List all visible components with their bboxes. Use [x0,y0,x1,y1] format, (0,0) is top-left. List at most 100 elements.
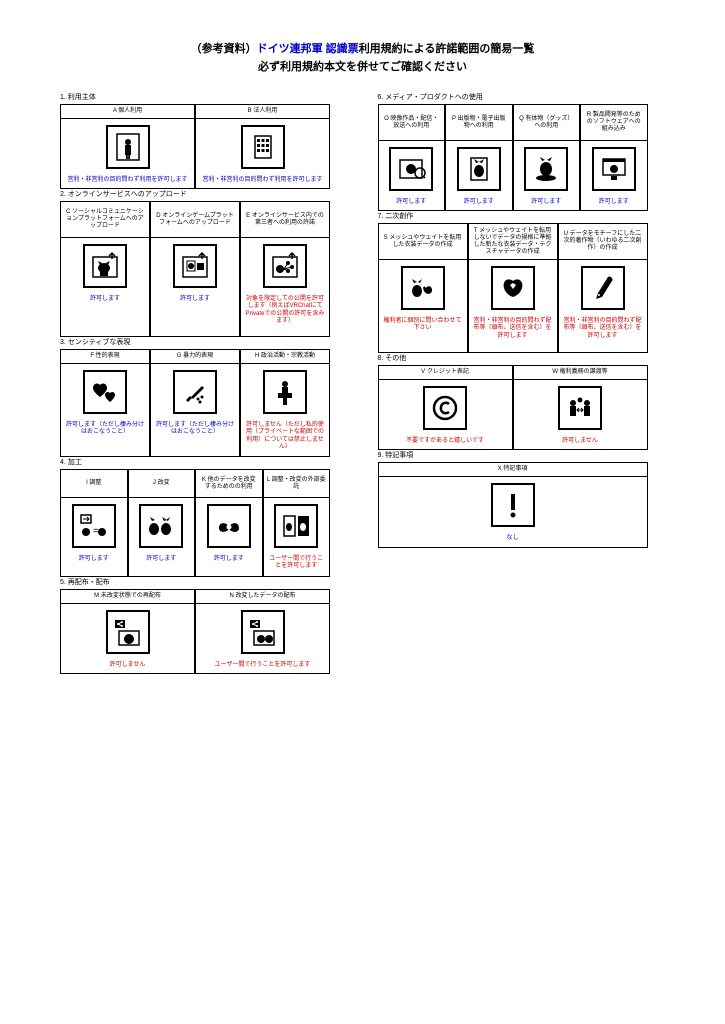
cell: E オンラインサービス内での第三者への利用の許諾対象を限定しての公開を許可します… [240,201,330,337]
person-icon [106,125,150,169]
cell: P 出版物・電子出版物への利用許可します [445,104,513,211]
cell-status: 許可します [61,294,149,336]
cell-status: 許可します（ただし棲み分けはおこなうこと） [151,420,239,456]
cell-header: D オンラインゲームプラットフォームへのアップロード [151,202,239,238]
grid: S メッシュやウェイトを転用した衣装データの作成権利者に個別に問い合わせて下さい… [378,223,666,353]
cell-status: 許可しません（ただし私的使用（プライベートな範囲での利用）については禁止しません… [241,420,329,456]
cell-header: P 出版物・電子出版物への利用 [446,105,512,141]
cell: H 政治活動・宗教活動許可しません（ただし私的使用（プライベートな範囲での利用）… [240,349,330,457]
bow-icon [207,504,251,548]
grid: X 特記事項なし [378,462,666,547]
cell: K 他のデータを改変するためのの利用許可します [195,469,263,577]
clothes2-icon [491,266,535,310]
section-title: 2. オンラインサービスへのアップロード [60,189,348,199]
section-title: 7. 二次創作 [378,211,666,221]
outsource-icon [274,504,318,548]
cell-status: 許可しません [61,660,194,673]
cell-header: E オンラインサービス内での第三者への利用の許諾 [241,202,329,238]
book-icon [457,147,501,191]
cell: L 調整・改変の外部委託ユーザー間で行うことを許可します [263,469,331,577]
cell-header: M 未改変状態での再配布 [61,590,194,604]
modify-icon [139,504,183,548]
cell-header: W 権利義務の譲渡等 [514,366,647,380]
cell-status: 許可しません [514,436,647,449]
cell-status: 許可します [61,554,127,576]
upload-game-icon [173,244,217,288]
cell-header: V クレジット表記 [379,366,512,380]
grid: A 個人利用営利・非営利の目的問わず利用を許可しますB 法人利用営利・非営利の目… [60,104,348,189]
cell-header: C ソーシャルコミュニケーションプラットフォームへのアップロード [61,202,149,238]
cell-header: X 特記事項 [379,463,647,477]
grid: I 調整=許可しますJ 改変許可しますK 他のデータを改変するためのの利用許可し… [60,469,348,577]
grid: F 性的表現許可します（ただし棲み分けはおこなうこと）G 暴力的表現許可します（… [60,349,348,457]
cell: Q 有体物（グッズ）への利用許可します [513,104,581,211]
cell: N 改変したデータの配布ユーザー間で行うことを許可します [195,589,330,674]
transfer-icon [558,386,602,430]
columns: 1. 利用主体A 個人利用営利・非営利の目的問わず利用を許可しますB 法人利用営… [60,92,665,674]
section-title: 6. メディア・プロダクトへの使用 [378,92,666,102]
cell-header: A 個人利用 [61,105,194,119]
dist-mod-icon [241,610,285,654]
cell: S メッシュやウェイトを転用した衣装データの作成権利者に個別に問い合わせて下さい [378,223,468,353]
section-title: 5. 再配布・配布 [60,577,348,587]
cell-status: 営利・非営利の目的問わず配布等（頒布、送信を含む）を許可します [469,316,557,352]
cell-status: ユーザー間で行うことを許可します [196,660,329,673]
cell-status: 許可します [129,554,195,576]
cell: A 個人利用営利・非営利の目的問わず利用を許可します [60,104,195,189]
cell: X 特記事項なし [378,462,648,547]
exclaim-icon [491,483,535,527]
cell: V クレジット表記不要ですがあると嬉しいです [378,365,513,450]
cell-status: 許可します [151,294,239,336]
cell-header: O 映像作品・配信・放送への利用 [379,105,445,141]
cell-header: T メッシュやウェイトを転用しないでデータの規格に準拠した新たな衣装データ・テク… [469,224,557,260]
grid: C ソーシャルコミュニケーションプラットフォームへのアップロード許可しますD オ… [60,201,348,337]
column-left: 1. 利用主体 A 個人利用営利・非営利の目的問わず利用を許可しますB 法人利用営… [60,92,348,674]
building-icon [241,125,285,169]
cell: D オンラインゲームプラットフォームへのアップロード許可します [150,201,240,337]
clothes1-icon [401,266,445,310]
cell: G 暴力的表現許可します（ただし棲み分けはおこなうこと） [150,349,240,457]
upload-cat-icon [83,244,127,288]
cell-status: 対象を限定しての公開を許可します（例えばVRChatにてPrivateでの公開の… [241,294,329,336]
title-suffix: 利用規約による許諾範囲の簡易一覧 [359,43,535,55]
cell: C ソーシャルコミュニケーションプラットフォームへのアップロード許可します [60,201,150,337]
cell-status: ユーザー間で行うことを許可します [264,554,330,576]
section-title: 1. 利用主体 [60,92,348,102]
page-subtitle: 必ず利用規約本文を併せてご確認ください [60,58,665,74]
cell-header: L 調整・改変の外部委託 [264,470,330,498]
copyright-icon [423,386,467,430]
hearts-icon [83,370,127,414]
section-title: 4. 加工 [60,457,348,467]
cell-status: 許可します（ただし棲み分けはおこなうこと） [61,420,149,456]
cell-header: G 暴力的表現 [151,350,239,364]
cell: I 調整=許可します [60,469,128,577]
cell-header: B 法人利用 [196,105,329,119]
cell-status: 許可します [581,197,647,210]
cell-header: U データをモチーフにした二次的著作物（いわゆる二次創作）の作成 [559,224,647,260]
podium-icon [263,370,307,414]
cell-status: 営利・非営利の目的問わず利用を許可します [61,175,194,188]
cell-status: 権利者に個別に問い合わせて下さい [379,316,467,352]
pen-icon [581,266,625,310]
cell-header: N 改変したデータの配布 [196,590,329,604]
cell: J 改変許可します [128,469,196,577]
page-title: （参考資料）ドイツ連邦軍 認識票利用規約による許諾範囲の簡易一覧 [60,40,665,56]
video-icon [389,147,433,191]
grid: O 映像作品・配信・放送への利用許可しますP 出版物・電子出版物への利用許可しま… [378,104,666,211]
grid: M 未改変状態での再配布許可しませんN 改変したデータの配布ユーザー間で行うこと… [60,589,348,674]
adjust-icon: = [72,504,116,548]
software-icon [592,147,636,191]
cell-status: なし [379,533,647,546]
cell-header: S メッシュやウェイトを転用した衣装データの作成 [379,224,467,260]
cell-status: 不要ですがあると嬉しいです [379,436,512,449]
grid: V クレジット表記不要ですがあると嬉しいですW 権利義務の譲渡等許可しません [378,365,666,450]
cell-header: H 政治活動・宗教活動 [241,350,329,364]
cell-status: 営利・非営利の目的問わず配布等（頒布、送信を含む）を許可します [559,316,647,352]
cell: W 権利義務の譲渡等許可しません [513,365,648,450]
title-highlight: ドイツ連邦軍 認識票 [257,43,359,55]
goods-icon [524,147,568,191]
cell-header: R 製品開発等のためのソフトウェアへの組み込み [581,105,647,141]
cell: O 映像作品・配信・放送への利用許可します [378,104,446,211]
redist-icon [106,610,150,654]
knife-icon [173,370,217,414]
